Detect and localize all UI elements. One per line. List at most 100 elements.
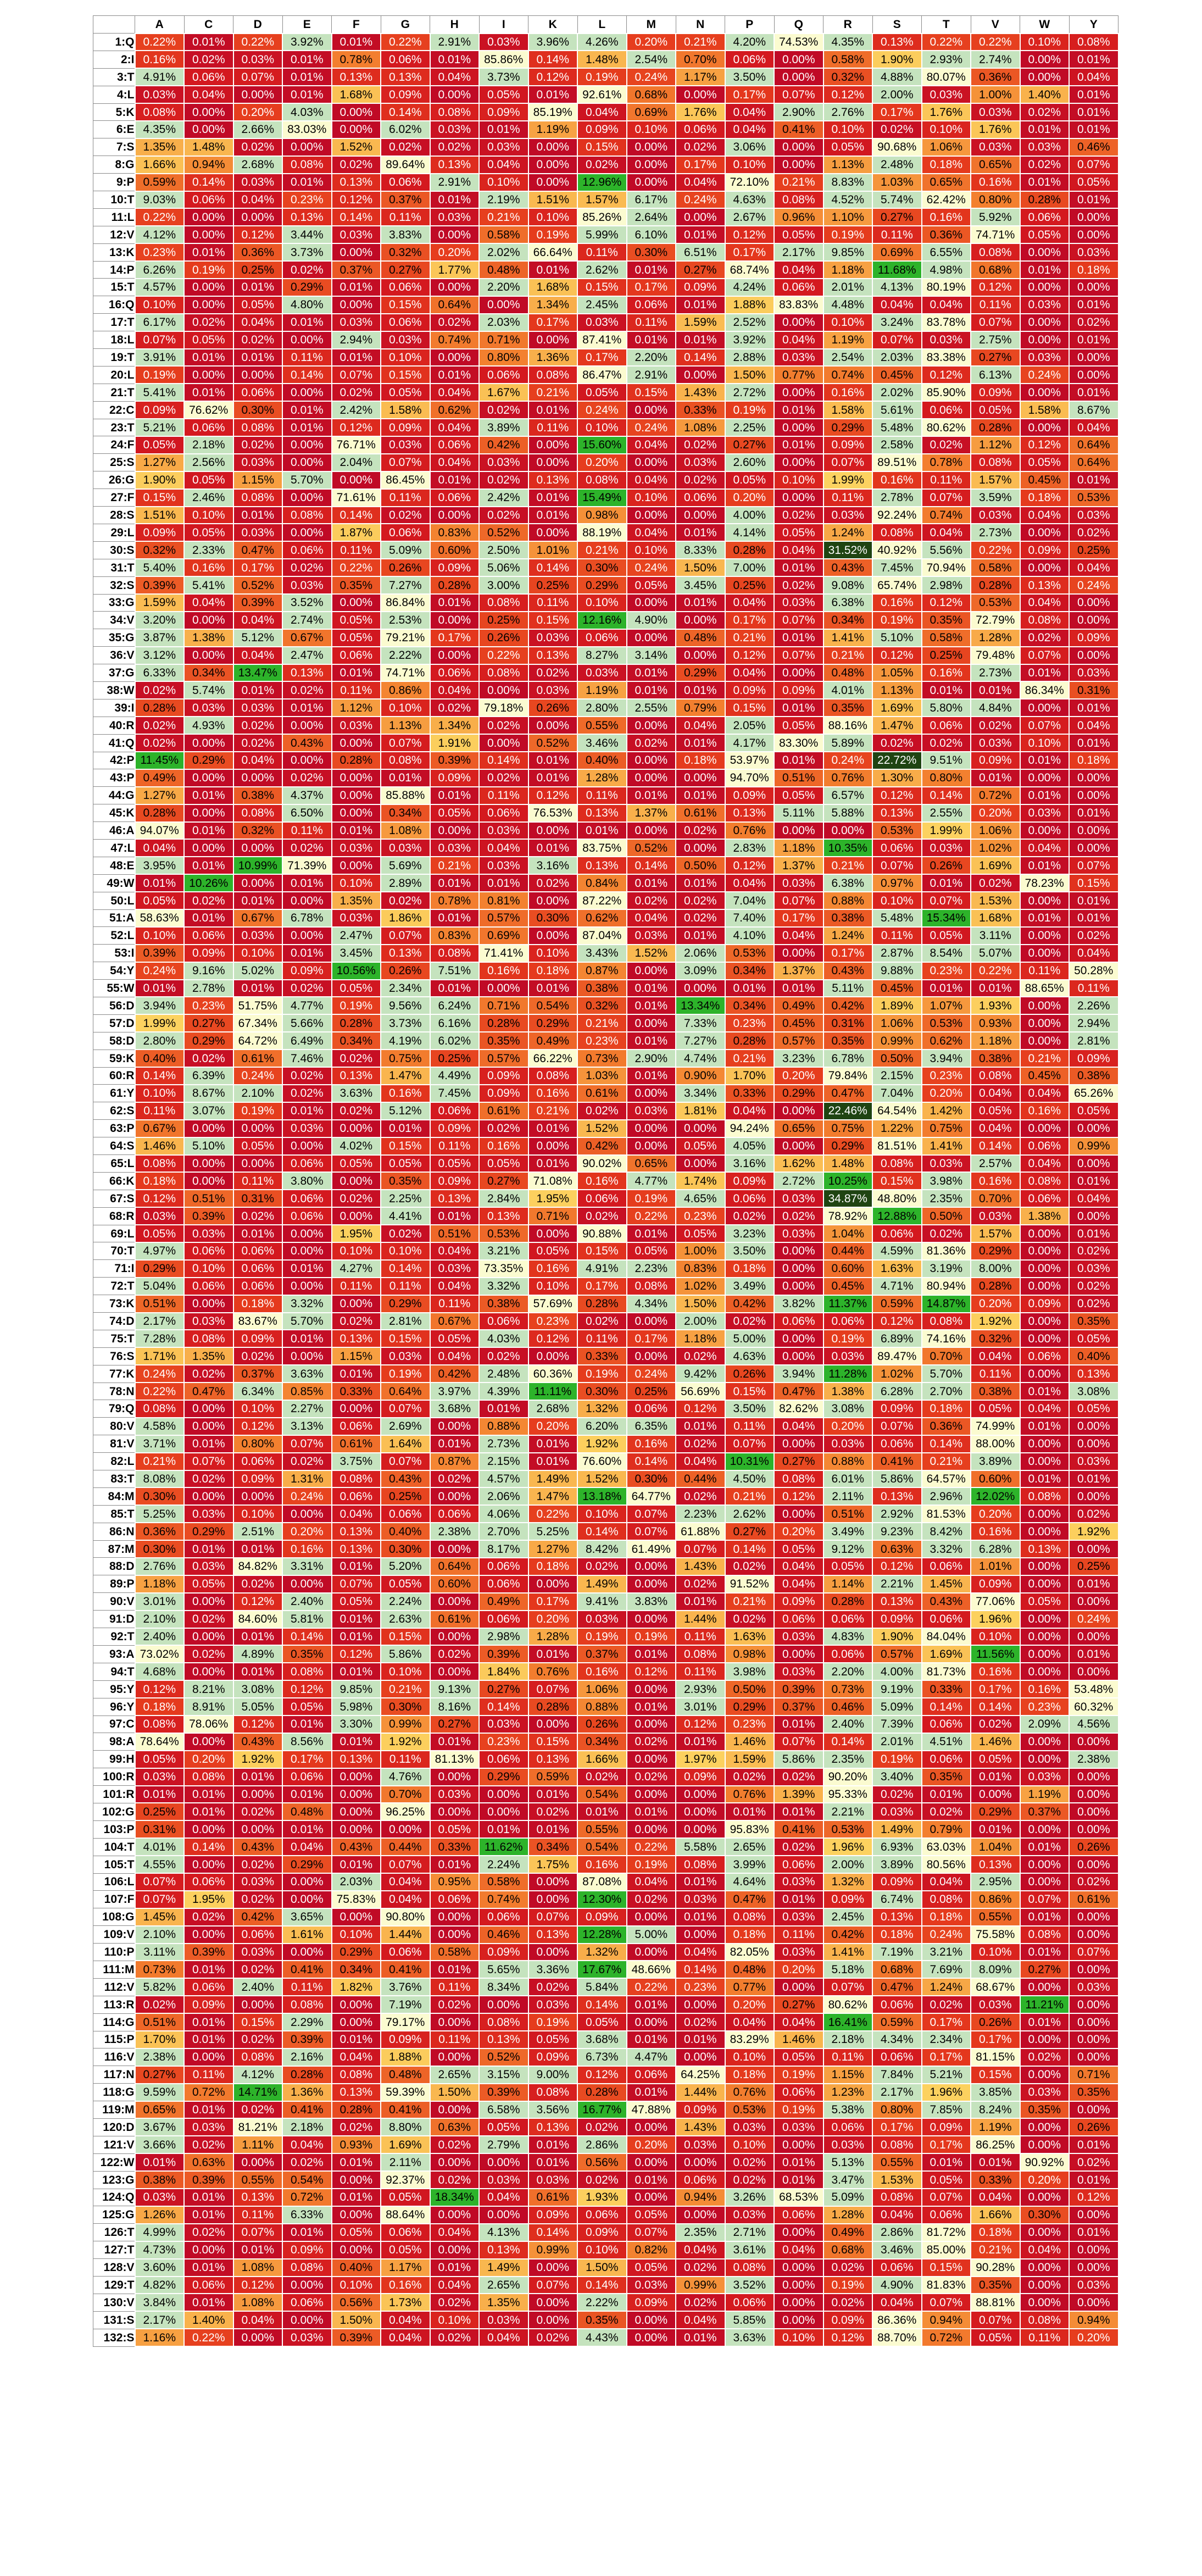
value-cell[interactable]: 0.07% [626, 1522, 676, 1541]
value-cell[interactable]: 63.03% [921, 1837, 971, 1857]
value-cell[interactable]: 0.27% [724, 435, 775, 454]
value-cell[interactable]: 1.46% [724, 1732, 775, 1751]
value-cell[interactable]: 0.26% [478, 628, 529, 647]
value-cell[interactable]: 0.01% [478, 1820, 529, 1839]
value-cell[interactable]: 0.12% [232, 1592, 283, 1611]
value-cell[interactable]: 6.50% [282, 803, 332, 823]
row-label[interactable]: 129:T [93, 2276, 135, 2294]
value-cell[interactable]: 0.01% [675, 523, 726, 542]
value-cell[interactable]: 0.16% [626, 1434, 676, 1453]
value-cell[interactable]: 5.09% [872, 1697, 922, 1716]
value-cell[interactable]: 1.50% [577, 2258, 627, 2277]
value-cell[interactable]: 4.24% [724, 277, 775, 297]
value-cell[interactable]: 74.16% [921, 1329, 971, 1348]
value-cell[interactable]: 0.11% [921, 470, 971, 490]
value-cell[interactable]: 0.09% [822, 2311, 873, 2330]
value-cell[interactable]: 2.90% [773, 103, 824, 121]
value-cell[interactable]: 1.19% [1019, 1785, 1070, 1804]
value-cell[interactable]: 0.34% [380, 803, 431, 823]
value-cell[interactable]: 0.01% [921, 1785, 971, 1804]
value-cell[interactable]: 2.00% [822, 1855, 873, 1874]
value-cell[interactable]: 0.02% [921, 1224, 971, 1243]
value-cell[interactable]: 0.05% [773, 786, 824, 805]
value-cell[interactable]: 0.00% [626, 2118, 676, 2137]
value-cell[interactable]: 0.12% [527, 1329, 578, 1348]
value-cell[interactable]: 0.34% [724, 996, 775, 1015]
value-cell[interactable]: 0.45% [822, 1276, 873, 1296]
value-cell[interactable]: 0.11% [183, 2065, 234, 2084]
value-cell[interactable]: 0.11% [822, 488, 873, 507]
value-cell[interactable]: 0.00% [429, 1767, 480, 1786]
value-cell[interactable]: 6.28% [970, 1540, 1021, 1558]
value-cell[interactable]: 0.03% [183, 2118, 234, 2137]
value-cell[interactable]: 2.91% [626, 365, 676, 385]
value-cell[interactable]: 1.08% [232, 2258, 283, 2277]
value-cell[interactable]: 5.41% [134, 383, 185, 402]
value-cell[interactable]: 0.21% [429, 856, 480, 875]
value-cell[interactable]: 8.91% [183, 1697, 234, 1716]
value-cell[interactable]: 0.00% [1019, 523, 1070, 542]
value-cell[interactable]: 4.76% [380, 1767, 431, 1786]
value-cell[interactable]: 1.52% [626, 943, 676, 963]
value-cell[interactable]: 1.47% [872, 716, 922, 735]
value-cell[interactable]: 76.62% [183, 401, 234, 420]
value-cell[interactable]: 0.02% [134, 681, 185, 700]
value-cell[interactable]: 1.45% [921, 1574, 971, 1594]
value-cell[interactable]: 8.34% [478, 1978, 529, 1997]
row-label[interactable]: 80:V [93, 1417, 135, 1436]
value-cell[interactable]: 0.04% [773, 2013, 824, 2032]
value-cell[interactable]: 0.06% [577, 628, 627, 647]
value-cell[interactable]: 53.97% [724, 751, 775, 770]
value-cell[interactable]: 0.14% [970, 1697, 1021, 1716]
value-cell[interactable]: 2.48% [478, 1364, 529, 1384]
value-cell[interactable]: 0.00% [626, 1014, 676, 1033]
value-cell[interactable]: 0.01% [1069, 1224, 1119, 1243]
value-cell[interactable]: 0.03% [724, 2205, 775, 2224]
value-cell[interactable]: 0.04% [1069, 68, 1119, 87]
value-cell[interactable]: 0.17% [724, 85, 775, 104]
value-cell[interactable]: 1.08% [232, 2293, 283, 2312]
value-cell[interactable]: 1.35% [331, 891, 381, 911]
value-cell[interactable]: 74.53% [773, 32, 824, 52]
value-cell[interactable]: 0.45% [872, 979, 922, 998]
row-label[interactable]: 112:V [93, 1978, 135, 1996]
row-label[interactable]: 56:D [93, 996, 135, 1015]
value-cell[interactable]: 0.00% [1019, 768, 1070, 787]
value-cell[interactable]: 0.06% [478, 1907, 529, 1927]
value-cell[interactable]: 0.00% [183, 120, 234, 139]
value-cell[interactable]: 0.36% [970, 68, 1021, 87]
value-cell[interactable]: 0.02% [429, 698, 480, 718]
value-cell[interactable]: 4.12% [232, 2065, 283, 2084]
value-cell[interactable]: 0.03% [380, 435, 431, 454]
value-cell[interactable]: 10.31% [724, 1452, 775, 1471]
value-cell[interactable]: 0.01% [675, 681, 726, 700]
value-cell[interactable]: 4.35% [822, 32, 873, 52]
value-cell[interactable]: 0.02% [183, 2223, 234, 2242]
value-cell[interactable]: 0.01% [232, 348, 283, 367]
value-cell[interactable]: 1.69% [921, 1645, 971, 1664]
value-cell[interactable]: 0.08% [380, 751, 431, 770]
value-cell[interactable]: 0.01% [1019, 751, 1070, 770]
value-cell[interactable]: 1.59% [675, 313, 726, 332]
value-cell[interactable]: 0.09% [872, 1609, 922, 1629]
value-cell[interactable]: 2.24% [380, 1592, 431, 1611]
value-cell[interactable]: 0.06% [429, 488, 480, 507]
value-cell[interactable]: 0.00% [282, 1890, 332, 1909]
value-cell[interactable]: 0.00% [331, 2205, 381, 2224]
value-cell[interactable]: 4.83% [822, 1627, 873, 1646]
row-label[interactable]: 57:D [93, 1014, 135, 1032]
value-cell[interactable]: 0.10% [380, 1241, 431, 1261]
value-cell[interactable]: 0.15% [380, 1627, 431, 1646]
value-cell[interactable]: 2.23% [626, 1259, 676, 1278]
value-cell[interactable]: 6.49% [282, 1031, 332, 1051]
value-cell[interactable]: 0.06% [872, 839, 922, 858]
value-cell[interactable]: 13.18% [577, 1487, 627, 1506]
value-cell[interactable]: 0.02% [1069, 1241, 1119, 1261]
value-cell[interactable]: 0.01% [527, 1820, 578, 1839]
value-cell[interactable]: 8.16% [429, 1697, 480, 1716]
value-cell[interactable]: 0.13% [872, 1907, 922, 1927]
value-cell[interactable]: 0.02% [331, 155, 381, 174]
value-cell[interactable]: 3.01% [675, 1697, 726, 1716]
row-label[interactable]: 67:S [93, 1189, 135, 1208]
value-cell[interactable]: 0.28% [970, 1276, 1021, 1296]
